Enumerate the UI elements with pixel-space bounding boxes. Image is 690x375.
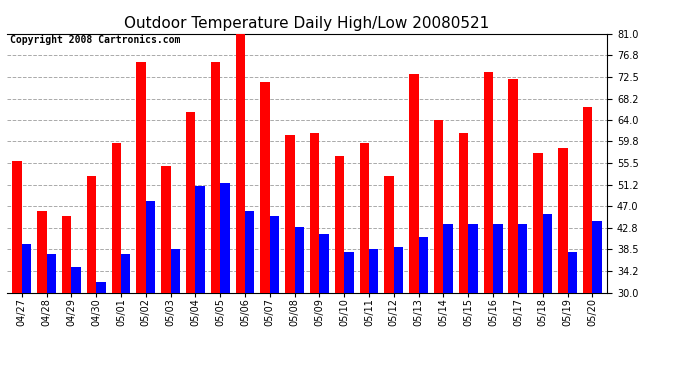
Title: Outdoor Temperature Daily High/Low 20080521: Outdoor Temperature Daily High/Low 20080… bbox=[124, 16, 490, 31]
Bar bbox=[270, 216, 279, 292]
Bar bbox=[146, 201, 155, 292]
Bar bbox=[533, 153, 543, 292]
Bar bbox=[186, 112, 195, 292]
Bar bbox=[12, 160, 22, 292]
Bar bbox=[493, 224, 502, 292]
Bar bbox=[96, 282, 106, 292]
Bar bbox=[518, 224, 527, 292]
Bar bbox=[220, 183, 230, 292]
Bar bbox=[335, 156, 344, 292]
Bar bbox=[444, 224, 453, 292]
Bar bbox=[509, 80, 518, 292]
Bar bbox=[260, 82, 270, 292]
Text: Copyright 2008 Cartronics.com: Copyright 2008 Cartronics.com bbox=[10, 35, 180, 45]
Bar bbox=[62, 216, 71, 292]
Bar bbox=[558, 148, 567, 292]
Bar bbox=[567, 252, 577, 292]
Bar bbox=[37, 211, 47, 292]
Bar bbox=[295, 226, 304, 292]
Bar bbox=[583, 107, 592, 292]
Bar bbox=[112, 143, 121, 292]
Bar bbox=[121, 255, 130, 292]
Bar bbox=[195, 186, 205, 292]
Bar bbox=[71, 267, 81, 292]
Bar bbox=[22, 244, 31, 292]
Bar bbox=[543, 214, 552, 292]
Bar bbox=[137, 62, 146, 292]
Bar bbox=[235, 34, 245, 292]
Bar bbox=[285, 135, 295, 292]
Bar bbox=[319, 234, 329, 292]
Bar bbox=[434, 120, 444, 292]
Bar bbox=[469, 224, 477, 292]
Bar bbox=[310, 133, 319, 292]
Bar bbox=[459, 133, 469, 292]
Bar bbox=[359, 143, 369, 292]
Bar bbox=[384, 176, 394, 292]
Bar bbox=[419, 237, 428, 292]
Bar bbox=[87, 176, 96, 292]
Bar bbox=[245, 211, 255, 292]
Bar bbox=[344, 252, 354, 292]
Bar bbox=[47, 255, 56, 292]
Bar bbox=[369, 249, 379, 292]
Bar bbox=[394, 247, 403, 292]
Bar bbox=[170, 249, 180, 292]
Bar bbox=[161, 166, 170, 292]
Bar bbox=[484, 72, 493, 292]
Bar bbox=[409, 74, 419, 292]
Bar bbox=[211, 62, 220, 292]
Bar bbox=[592, 222, 602, 292]
